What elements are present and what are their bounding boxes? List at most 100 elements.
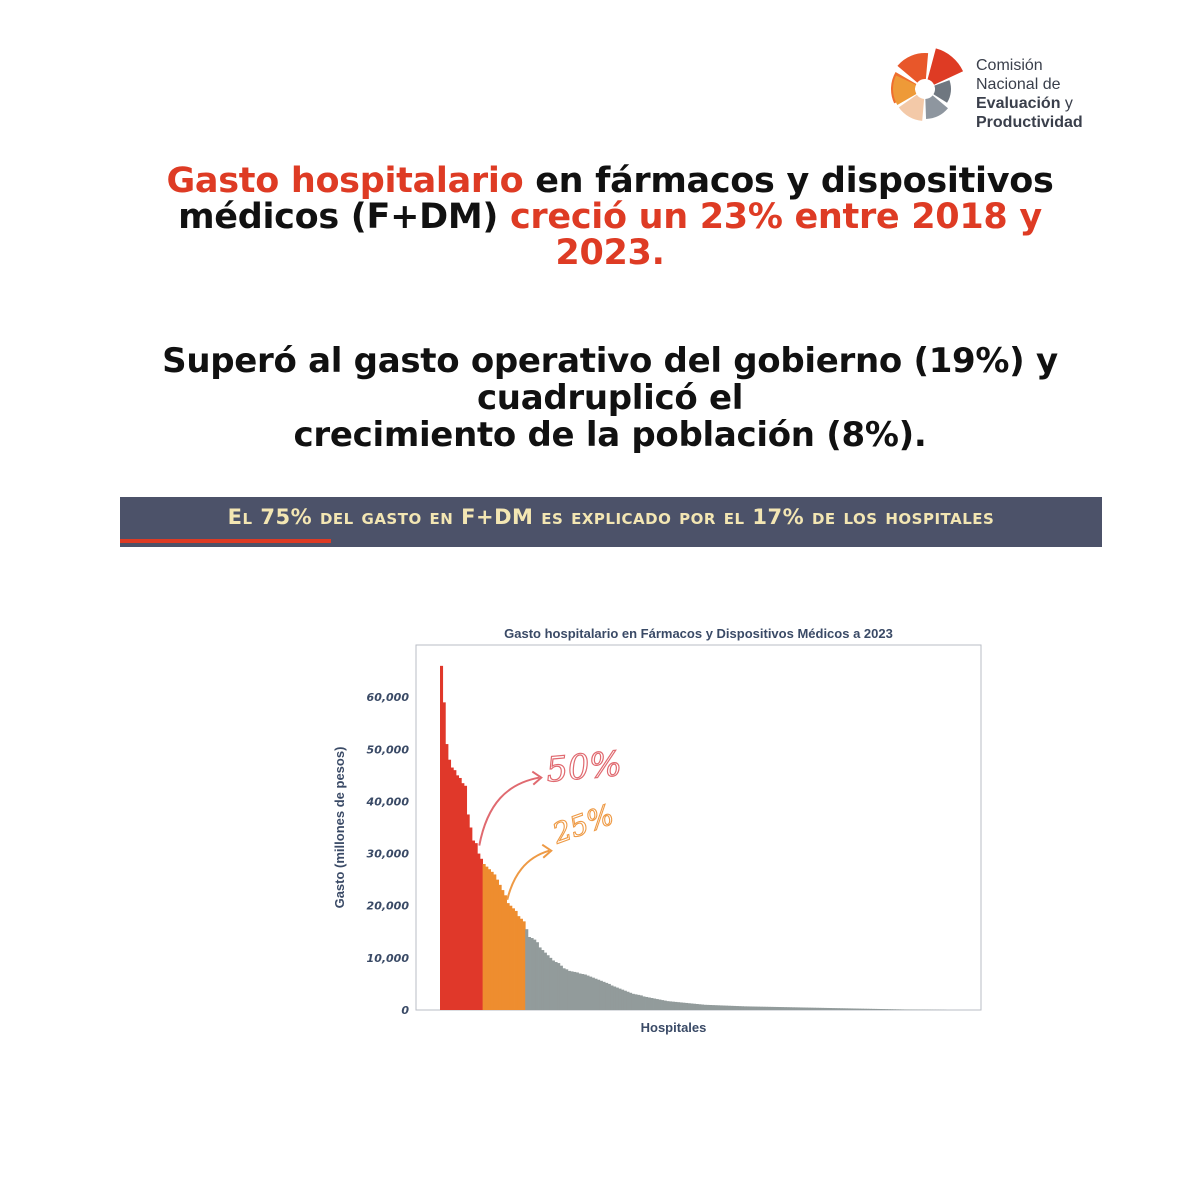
bar (453, 770, 457, 1010)
bar (586, 975, 590, 1010)
bar (775, 1006, 779, 1010)
bar (487, 869, 491, 1010)
bar (565, 969, 569, 1010)
bar (631, 993, 635, 1010)
bar (578, 973, 582, 1010)
bar (503, 895, 507, 1010)
bar (562, 968, 566, 1010)
bar (703, 1004, 707, 1010)
bar (455, 775, 460, 1010)
bar (570, 971, 574, 1010)
bar (788, 1007, 792, 1010)
bar (860, 1008, 864, 1010)
logo-icon (891, 48, 964, 121)
y-tick-label: 20,000 (367, 900, 410, 913)
bar (778, 1007, 782, 1010)
bar (700, 1004, 705, 1010)
annotation-arrowhead-50 (531, 770, 543, 786)
bar (754, 1006, 758, 1010)
bar (445, 744, 449, 1010)
bar (693, 1003, 697, 1010)
bar (525, 929, 529, 1010)
bar (669, 1001, 673, 1010)
subheadline: Superó al gasto operativo del gobierno (… (100, 343, 1120, 454)
bar (831, 1008, 835, 1010)
bar (575, 972, 579, 1010)
logo: Comisión Nacional de Evaluación y Produc… (880, 34, 1110, 134)
bar (716, 1005, 721, 1010)
bar (890, 1009, 894, 1010)
bar (687, 1003, 691, 1010)
bar (666, 1001, 670, 1010)
bar (794, 1007, 798, 1010)
bar (756, 1006, 760, 1010)
bar (671, 1001, 675, 1010)
bar (900, 1009, 904, 1010)
bar (682, 1002, 686, 1010)
bar (759, 1006, 763, 1010)
bar (842, 1008, 846, 1010)
bar (762, 1006, 766, 1010)
bar (740, 1006, 744, 1010)
bar (458, 777, 462, 1010)
logo-line-2: Nacional de (976, 76, 1061, 93)
chart-title: Gasto hospitalario en Fármacos y Disposi… (504, 626, 893, 641)
logo-segment-2 (897, 53, 929, 83)
bar (637, 994, 641, 1010)
bar (770, 1006, 774, 1010)
bar (820, 1007, 824, 1010)
y-tick-label: 40,000 (366, 795, 410, 808)
bar (818, 1007, 822, 1010)
logo-line-4: Productividad (976, 114, 1083, 131)
bar (626, 991, 630, 1010)
bar (517, 916, 521, 1010)
bar (450, 767, 454, 1010)
bar (791, 1007, 795, 1010)
bar (780, 1007, 784, 1010)
bar (847, 1008, 851, 1010)
bar (863, 1008, 867, 1010)
logo-segment-6 (925, 95, 948, 119)
bar (533, 939, 537, 1010)
bar (727, 1005, 731, 1010)
bar (882, 1009, 886, 1010)
bar (589, 976, 593, 1010)
bar (719, 1005, 723, 1010)
bar (799, 1007, 803, 1010)
bar (605, 982, 609, 1010)
bar (514, 910, 518, 1010)
bar (866, 1008, 870, 1010)
bar (535, 942, 539, 1010)
bar (852, 1008, 856, 1010)
bar (815, 1007, 819, 1010)
bar (850, 1008, 854, 1010)
bar (647, 997, 651, 1010)
logo-segment-4 (893, 75, 917, 105)
bar (708, 1004, 713, 1010)
bar (828, 1008, 832, 1010)
bar (810, 1007, 814, 1010)
bar (599, 980, 603, 1010)
bar (783, 1007, 787, 1010)
bar (874, 1008, 878, 1010)
bar (610, 985, 614, 1010)
bar (623, 990, 627, 1010)
bar (591, 977, 595, 1010)
bar (511, 908, 515, 1010)
bar (738, 1006, 742, 1010)
bar (879, 1009, 883, 1010)
banner-text: El 75% del gasto en F+DM es explicado po… (227, 505, 995, 529)
bar (722, 1005, 726, 1010)
bar (767, 1006, 771, 1010)
bar (855, 1008, 859, 1010)
bar (871, 1008, 875, 1010)
bar (658, 999, 662, 1010)
logo-segment-7 (933, 80, 951, 103)
bar (597, 979, 601, 1010)
bar (581, 974, 585, 1010)
bar (602, 981, 606, 1010)
logo-segment-1 (927, 48, 964, 85)
bar (461, 783, 465, 1010)
bar (898, 1009, 902, 1010)
bar (642, 996, 646, 1010)
